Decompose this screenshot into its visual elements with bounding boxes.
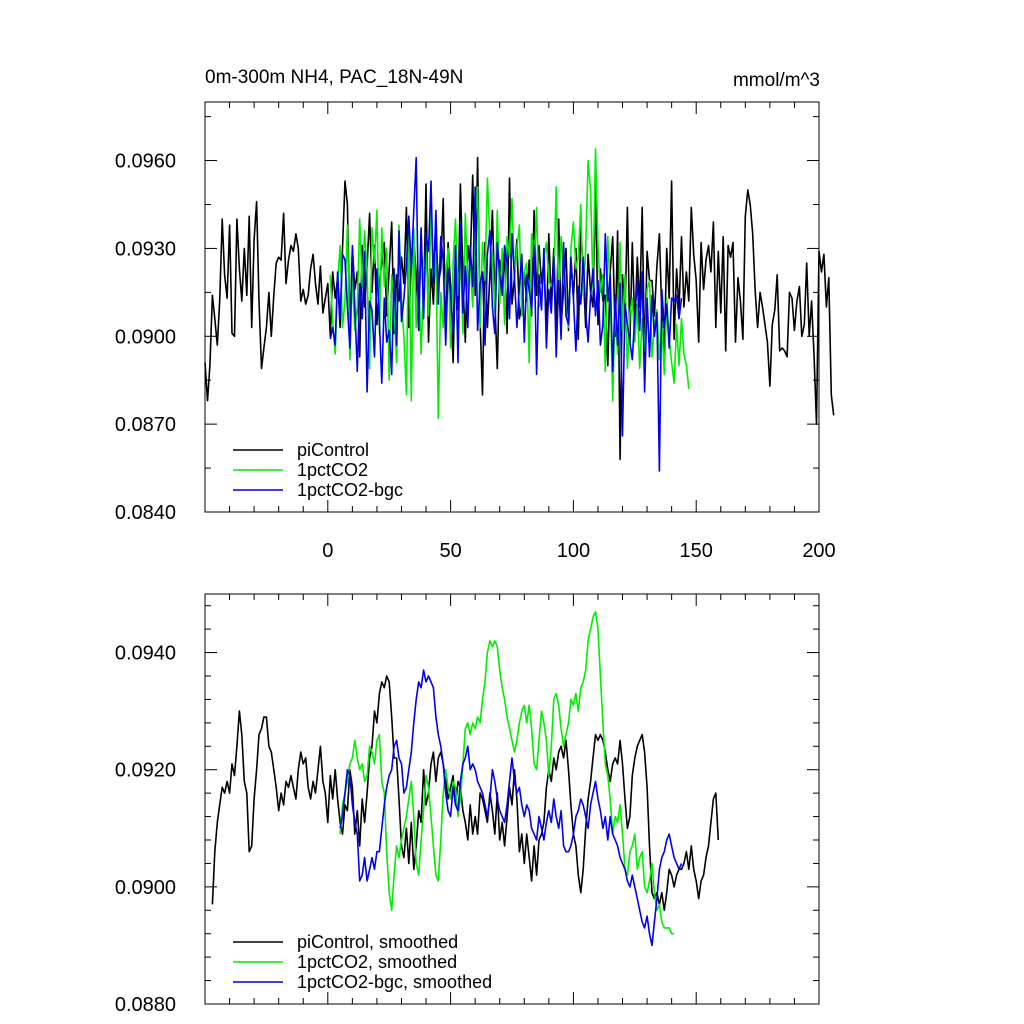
top-x-tick-label: 50 — [439, 540, 461, 562]
bottom-plot-frame — [204, 593, 820, 1005]
top-plot-frame — [204, 101, 820, 513]
bottom-series-1pctco2-smoothed — [339, 610, 675, 935]
top-series-group — [204, 148, 835, 472]
bottom-legend-label: piControl, smoothed — [297, 932, 458, 952]
bottom-legend-label: 1pctCO2-bgc, smoothed — [297, 972, 492, 992]
top-x-tick-label: 100 — [557, 540, 590, 562]
bottom-series-group — [211, 610, 720, 947]
bottom-panel: 0.0880 0.0900 0.0920 0.0940 piControl, smoo… — [115, 593, 820, 1016]
top-y-tick-label: 0.0870 — [115, 414, 176, 436]
top-legend-label: 1pctCO2 — [297, 460, 368, 480]
top-panel-units: mmol/m^3 — [733, 70, 820, 91]
bottom-axis-ticks: 0.0880 0.0900 0.0920 0.0940 — [115, 594, 820, 1016]
top-y-tick-label: 0.0840 — [115, 502, 176, 524]
top-y-tick-label: 0.0930 — [115, 238, 176, 260]
bottom-series-1pctco2-bgc-smoothed — [339, 669, 683, 947]
top-series-1pctco2-bgc — [329, 156, 683, 472]
top-legend-label: piControl — [297, 440, 369, 460]
bottom-series-picontrol-smoothed — [211, 675, 720, 912]
top-series-picontrol — [204, 156, 835, 461]
top-panel: 0m-300m NH4, PAC_18N-49N mmol/m^3 0 50 100… — [115, 67, 836, 562]
top-y-tick-label: 0.0960 — [115, 151, 176, 173]
bottom-y-tick-label: 0.0880 — [115, 994, 176, 1016]
top-x-tick-label: 200 — [802, 540, 835, 562]
top-panel-title: 0m-300m NH4, PAC_18N-49N — [205, 67, 463, 88]
top-axis-ticks: 0 50 100 150 200 0.0840 0.0870 0.0900 0.0930 0.09… — [115, 102, 836, 562]
top-x-tick-label: 0 — [322, 540, 333, 562]
bottom-y-tick-label: 0.0940 — [115, 643, 176, 665]
top-y-tick-label: 0.0900 — [115, 326, 176, 348]
top-legend-label: 1pctCO2-bgc — [297, 480, 403, 500]
bottom-legend-label: 1pctCO2, smoothed — [297, 952, 457, 972]
bottom-y-tick-label: 0.0920 — [115, 760, 176, 782]
top-x-tick-label: 150 — [680, 540, 713, 562]
bottom-y-tick-label: 0.0900 — [115, 877, 176, 899]
